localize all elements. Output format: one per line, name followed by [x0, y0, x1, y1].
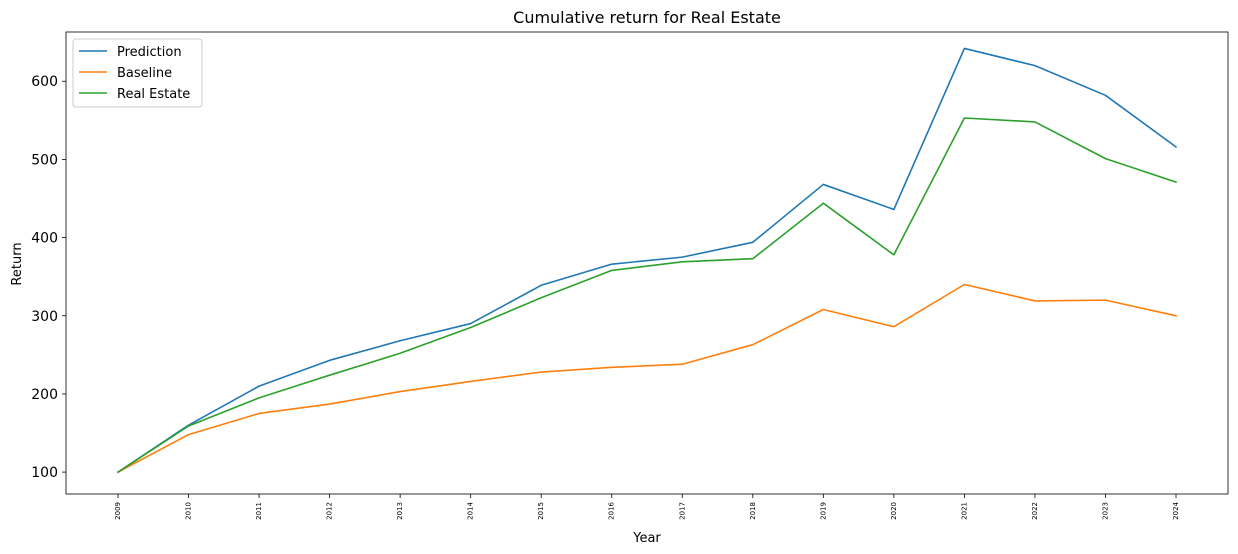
x-tick-label: 2014: [467, 501, 475, 519]
x-tick-label: 2009: [114, 502, 122, 520]
legend-box: [72, 38, 203, 108]
y-tick-label: 300: [31, 309, 58, 325]
y-tick-label: 400: [31, 231, 58, 247]
x-tick-label: 2010: [185, 502, 193, 520]
x-tick-label: 2021: [960, 502, 968, 520]
plot-area: 100 200 300 400 500 600 2009 2010 2011 2012 2013 20…: [31, 31, 1229, 520]
x-tick-label: 2019: [819, 502, 827, 520]
x-tick-label: 2023: [1101, 502, 1109, 520]
x-tick-label: 2024: [1172, 501, 1180, 519]
series-line-real-estate: [116, 117, 1178, 474]
y-tick-label: 100: [31, 465, 58, 481]
y-tick-label: 600: [31, 74, 58, 90]
y-axis-label: Return: [10, 242, 25, 285]
series-line-prediction: [116, 47, 1178, 474]
x-axis-label: Year: [632, 531, 661, 546]
legend-label: Baseline: [117, 66, 172, 81]
x-tick-label: 2012: [326, 502, 334, 520]
legend: Prediction Baseline Real Estate: [72, 38, 203, 108]
x-tick-label: 2015: [537, 502, 545, 520]
series-line-baseline: [116, 283, 1177, 474]
axes-frame: [65, 31, 1229, 495]
x-tick-label: 2022: [1031, 502, 1039, 520]
x-tick-label: 2013: [396, 502, 404, 520]
legend-label: Prediction: [117, 45, 182, 60]
x-tick-label: 2016: [608, 501, 616, 519]
x-tick-label: 2011: [255, 502, 263, 520]
chart-title: Cumulative return for Real Estate: [513, 8, 781, 27]
legend-label: Real Estate: [117, 87, 190, 102]
y-tick-label: 500: [31, 152, 58, 168]
x-tick-label: 2020: [890, 502, 898, 520]
y-tick-label: 200: [31, 387, 58, 403]
x-tick-label: 2017: [678, 502, 686, 520]
x-tick-label: 2018: [749, 502, 757, 520]
